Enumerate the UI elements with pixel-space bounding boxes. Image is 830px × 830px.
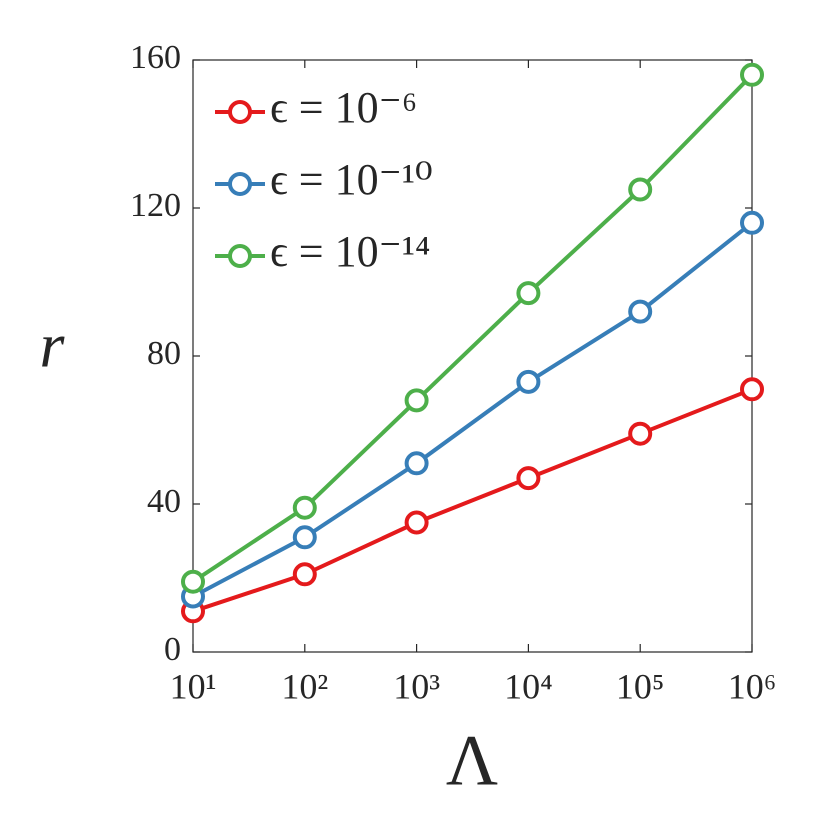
marker <box>516 466 541 491</box>
y-tick-label: 80 <box>147 335 181 372</box>
marker <box>292 525 317 550</box>
x-tick-label: 10⁵ <box>616 666 665 706</box>
legend-marker <box>228 100 252 124</box>
series-line <box>191 73 754 584</box>
x-tick-label: 10² <box>281 666 328 706</box>
y-axis-label: r <box>40 310 66 381</box>
legend-marker <box>228 244 252 268</box>
y-tick-label: 120 <box>130 187 181 224</box>
legend-label: ϵ = 10⁻¹⁰ <box>270 155 433 204</box>
x-axis-label: Λ <box>446 721 498 801</box>
y-tick-label: 0 <box>164 631 181 668</box>
marker <box>292 562 317 587</box>
marker <box>516 369 541 394</box>
x-tick-label: 10³ <box>393 666 440 706</box>
marker <box>740 210 764 235</box>
marker <box>628 421 653 446</box>
series-line <box>192 221 754 599</box>
y-tick-label: 40 <box>147 483 181 520</box>
marker <box>404 510 429 535</box>
plot-frame <box>192 59 753 653</box>
marker <box>516 281 541 306</box>
marker <box>404 451 429 476</box>
marker <box>628 299 653 324</box>
marker <box>740 62 764 87</box>
marker <box>404 388 429 413</box>
x-tick-label: 10⁴ <box>504 666 553 706</box>
series-line <box>192 387 753 614</box>
x-tick-label: 10⁶ <box>728 666 777 706</box>
legend-marker <box>228 172 252 196</box>
marker <box>628 177 653 202</box>
y-tick-label: 160 <box>130 39 181 76</box>
marker <box>740 377 764 402</box>
x-tick-label: 10¹ <box>170 666 217 706</box>
legend-label: ϵ = 10⁻¹⁴ <box>270 227 430 276</box>
legend-label: ϵ = 10⁻⁶ <box>270 83 417 132</box>
marker <box>181 569 205 594</box>
marker <box>292 495 317 520</box>
